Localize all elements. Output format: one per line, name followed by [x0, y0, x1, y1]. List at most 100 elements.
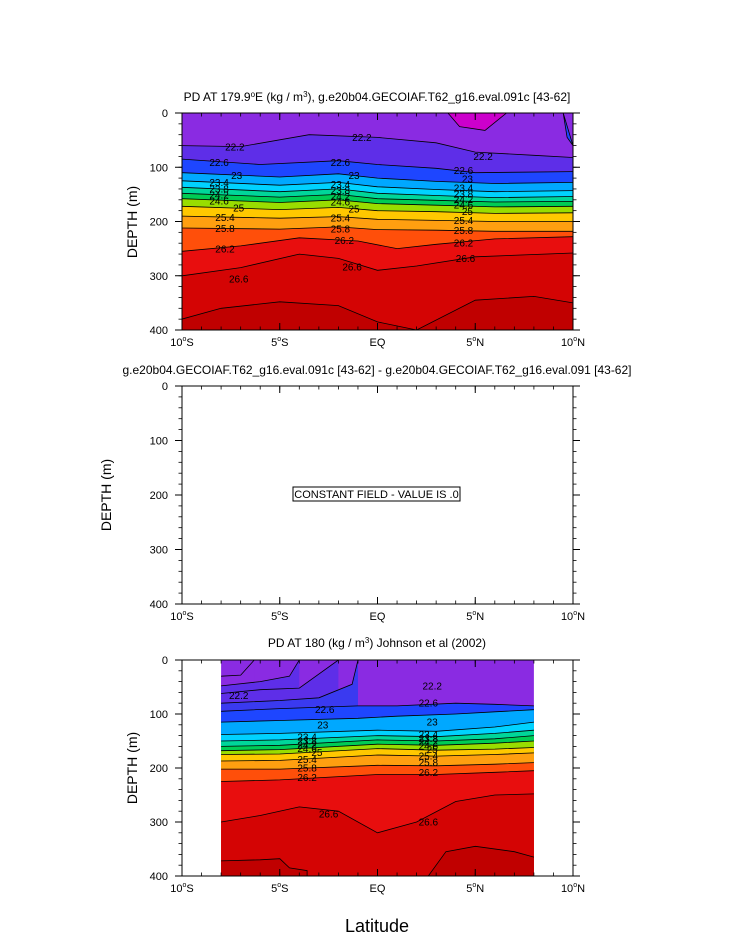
isopycnal-line [221, 721, 534, 735]
contour-label: 25.8 [215, 224, 235, 235]
contour-label: 26.2 [419, 768, 439, 779]
contour-label: 25.4 [419, 752, 439, 763]
isopycnal-line [182, 180, 573, 193]
contour-label: 25 [427, 745, 439, 756]
panel-pd-179-9e: PD AT 179.9oE (kg / m3), g.e20b04.GECOIA… [124, 90, 585, 349]
contour-band [221, 858, 308, 876]
x-tick-label: 10oS [170, 882, 194, 895]
contour-label: 22.6 [419, 699, 439, 710]
contour-label: 26.2 [215, 245, 235, 256]
isopycnal-line [221, 735, 534, 747]
contour-label: 24.2 [454, 195, 474, 206]
y-tick-label: 0 [162, 655, 168, 667]
panel-title: PD AT 180 (kg / m3) Johnson et al (2002) [268, 636, 486, 650]
x-tick-label: 10oN [561, 336, 585, 349]
x-tick-label: 5oN [466, 610, 484, 623]
contour-label: 25.8 [419, 758, 439, 769]
contour-label: 24.6 [419, 741, 439, 752]
contour-label: 23.4 [331, 180, 351, 191]
contour-label: 22.6 [331, 158, 351, 169]
isopycnal-line [221, 660, 339, 694]
isopycnal-line [182, 186, 573, 199]
y-tick-label: 200 [150, 763, 168, 775]
isopycnal-line [182, 236, 573, 252]
x-tick-label: EQ [370, 883, 386, 895]
contour-label: 23 [231, 171, 243, 182]
contour-label: 23 [348, 171, 360, 182]
axes: 10oS 5oS EQ 5oN 10oN 0 100 200 300 400 [150, 381, 585, 623]
contour-label: 25.4 [297, 755, 317, 766]
isopycnal-line [182, 205, 573, 214]
contour-label: 22.2 [422, 681, 442, 692]
isopycnal-line [182, 172, 573, 184]
contour-label: 25.4 [454, 216, 474, 227]
contour-label: 23.8 [454, 189, 474, 200]
axes: 10oS 5oS EQ 5oN 10oN 0 100 200 300 400 [150, 655, 585, 895]
panel-difference: g.e20b04.GECOIAF.T62_g16.eval.091c [43-6… [98, 363, 632, 623]
panel-johnson-2002: PD AT 180 (kg / m3) Johnson et al (2002)… [124, 636, 585, 895]
x-tick-label: EQ [370, 611, 386, 623]
constant-field-annotation: CONSTANT FIELD - VALUE IS .0 [294, 489, 458, 501]
y-axis-label: DEPTH (m) [98, 459, 114, 531]
contour-label: 22.2 [225, 143, 245, 154]
y-tick-label: 400 [150, 871, 168, 883]
y-tick-label: 300 [150, 817, 168, 829]
y-tick-label: 200 [150, 490, 168, 502]
x-axis-label: Latitude [345, 916, 409, 936]
contour-label: 24.6 [454, 201, 474, 212]
contour-label: 23.4 [297, 733, 317, 744]
contour-label: 25.4 [215, 213, 235, 224]
isopycnal-line [221, 747, 534, 755]
contour-label: 22.2 [473, 152, 493, 163]
contour-label: 24.2 [419, 738, 439, 749]
contour-label: 24.2 [297, 740, 317, 751]
contour-label: 24.6 [331, 198, 351, 209]
contour-band [182, 296, 573, 330]
y-tick-label: 300 [150, 545, 168, 557]
isopycnal-line [221, 702, 534, 712]
contour-label: 23.8 [331, 186, 351, 197]
contour-label: 26.2 [297, 773, 317, 784]
contour-pocket [562, 113, 573, 146]
contour-label: 24.6 [209, 196, 229, 207]
isopycnal-line [427, 845, 534, 876]
contour-label: 25 [348, 205, 360, 216]
x-tick-label: 5oS [271, 336, 288, 349]
x-tick-label: 5oS [271, 610, 288, 623]
y-tick-label: 100 [150, 162, 168, 174]
contour-label: 25 [233, 203, 245, 214]
contour-label: 26.6 [456, 254, 476, 265]
x-tick-label: 10oN [561, 882, 585, 895]
x-tick-label: EQ [370, 337, 386, 349]
contour-label: 22.6 [454, 166, 474, 177]
contour-label: 22.6 [209, 158, 229, 169]
isopycnal-line [221, 740, 534, 752]
contour-label: 26.6 [419, 818, 439, 829]
y-axis-label: DEPTH (m) [124, 186, 140, 258]
isopycnal-line [221, 752, 534, 762]
y-tick-label: 200 [150, 217, 168, 229]
x-tick-label: 5oN [466, 882, 484, 895]
contour-label: 23.8 [419, 734, 439, 745]
isopycnal-line [221, 660, 359, 704]
isopycnal-line [182, 134, 573, 158]
contour-label: 26.2 [335, 236, 355, 247]
contour-label: 23.4 [419, 730, 439, 741]
y-axis-label: DEPTH (m) [124, 732, 140, 804]
contour-label: 26.6 [229, 275, 249, 286]
contour-label: 25 [462, 207, 474, 218]
isopycnal-line [221, 762, 534, 770]
contour-label: 23.4 [454, 183, 474, 194]
contour-label: 22.6 [315, 705, 335, 716]
isopycnal-line [182, 252, 573, 277]
y-tick-label: 0 [162, 108, 168, 120]
y-tick-label: 400 [150, 325, 168, 337]
y-tick-label: 300 [150, 271, 168, 283]
contour-label: 24.2 [209, 190, 229, 201]
contour-label: 25.8 [454, 226, 474, 237]
contour-label: 25.8 [331, 225, 351, 236]
panel-title: PD AT 179.9oE (kg / m3), g.e20b04.GECOIA… [184, 90, 571, 104]
